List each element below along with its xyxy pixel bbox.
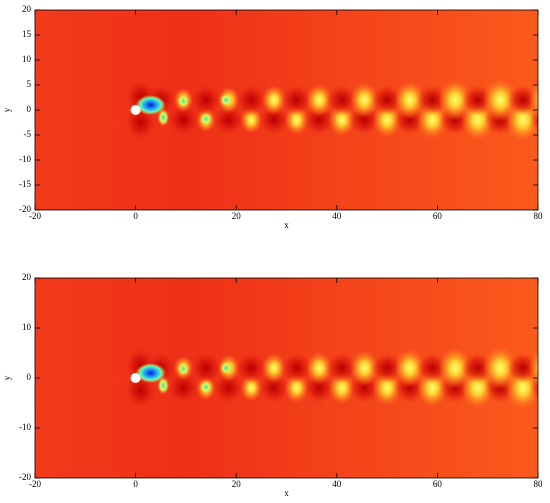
vortex <box>199 112 213 126</box>
vortex <box>258 105 290 135</box>
x-tick-label: 40 <box>332 211 342 221</box>
vortex <box>213 373 244 403</box>
x-axis-label: x <box>284 220 289 230</box>
x-tick-label: 80 <box>534 211 544 221</box>
x-axis-label: x <box>284 488 289 498</box>
cylinder <box>130 372 141 384</box>
vortex <box>177 362 190 376</box>
y-tick-label: -10 <box>19 422 31 432</box>
vortex <box>350 350 379 386</box>
vortex <box>281 353 312 383</box>
panel: -20 0 20 40 60 80 -20 -15 -10 -5 0 5 10 15 20 x y <box>2 4 544 230</box>
cylinder <box>130 104 141 116</box>
x-tick-label: -20 <box>29 479 41 489</box>
vortex <box>394 80 426 120</box>
vortex <box>190 85 222 115</box>
x-tick-label: -20 <box>29 211 41 221</box>
y-tick-label: -5 <box>24 129 32 139</box>
y-tick-label: 10 <box>22 54 32 64</box>
vortex <box>261 353 286 383</box>
y-tick-label: 20 <box>22 272 32 282</box>
vortex <box>326 353 357 383</box>
vortex <box>261 85 286 115</box>
y-tick-label: -15 <box>19 179 31 189</box>
vortex <box>219 361 233 375</box>
vortex <box>306 351 333 385</box>
contour-field <box>35 278 538 478</box>
x-tick-label: 40 <box>332 479 342 489</box>
vortex <box>372 85 403 115</box>
y-tick-label: 20 <box>22 4 32 14</box>
vortex <box>350 82 379 118</box>
vortex <box>199 380 213 394</box>
y-tick-label: 0 <box>27 372 32 382</box>
x-tick-label: 0 <box>133 211 138 221</box>
contour-field <box>35 10 538 210</box>
vortex <box>236 353 267 383</box>
x-tick-label: 80 <box>534 479 544 489</box>
vortex <box>157 108 170 127</box>
x-tick-label: 20 <box>232 211 242 221</box>
vortex <box>219 93 233 107</box>
x-tick-label: 20 <box>232 479 242 489</box>
vortex <box>135 95 166 115</box>
x-tick-label: 60 <box>433 211 443 221</box>
vortex <box>190 353 222 383</box>
y-axis-label: y <box>2 107 12 112</box>
x-tick-label: 60 <box>433 479 443 489</box>
vortex <box>394 348 426 388</box>
y-tick-label: -20 <box>19 472 31 482</box>
panel: -20 0 20 40 60 80 -20 -10 0 10 20 x y <box>2 272 544 498</box>
vortex <box>135 363 166 383</box>
y-axis-label: y <box>2 375 12 380</box>
vortex <box>372 353 403 383</box>
vortex <box>306 83 333 117</box>
vortex <box>177 94 190 108</box>
vortex <box>281 85 312 115</box>
y-tick-label: 15 <box>22 29 32 39</box>
y-tick-label: 10 <box>22 322 32 332</box>
vortex <box>168 105 199 135</box>
y-tick-label: -10 <box>19 154 31 164</box>
vortex <box>213 105 244 135</box>
vortex <box>326 85 357 115</box>
vortex <box>168 373 199 403</box>
x-tick-label: 0 <box>133 479 138 489</box>
vortex <box>157 376 170 395</box>
y-tick-label: 0 <box>27 104 32 114</box>
vortex <box>258 373 290 403</box>
y-tick-label: -20 <box>19 204 31 214</box>
y-tick-label: 5 <box>27 79 32 89</box>
vortex <box>236 85 267 115</box>
